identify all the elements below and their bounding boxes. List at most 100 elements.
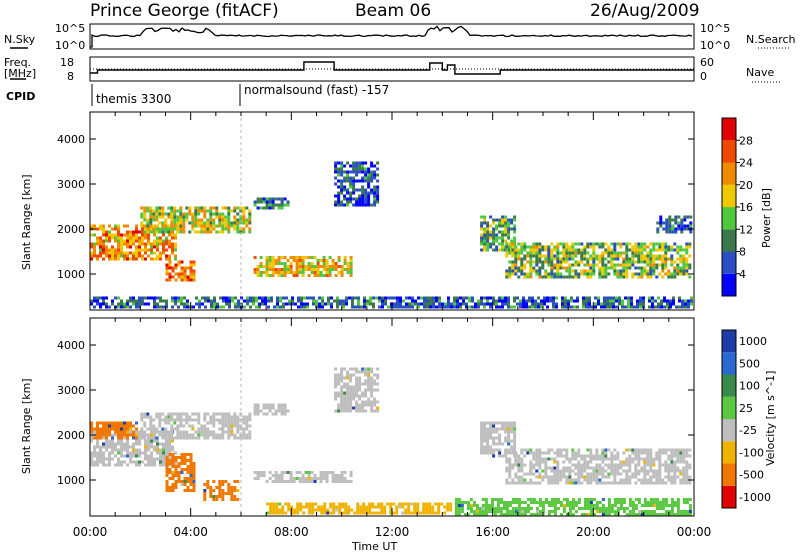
echo-cell [523, 266, 527, 270]
echo-cell [149, 421, 153, 425]
echo-cell [170, 415, 174, 419]
echo-cell [117, 433, 120, 437]
echo-cell [616, 466, 620, 470]
echo-cell [96, 436, 99, 440]
echo-cell [99, 242, 102, 246]
echo-cell [203, 415, 207, 419]
echo-cell [637, 457, 641, 461]
echo-cell [230, 421, 234, 425]
echo-cell [96, 424, 99, 428]
echo-cell [96, 227, 99, 231]
echo-cell [667, 457, 671, 461]
echo-cell [525, 302, 528, 306]
echo-cell [171, 233, 174, 237]
echo-cell [513, 296, 516, 300]
echo-cell [538, 460, 542, 464]
echo-cell [389, 505, 393, 509]
echo-cell [601, 254, 605, 258]
echo-cell [655, 498, 659, 501]
echo-cell [173, 224, 177, 228]
echo-cell [483, 430, 487, 434]
colorbar-tick-label: 16 [739, 201, 753, 214]
echo-cell [141, 254, 144, 258]
echo-cell [182, 430, 186, 434]
echo-cell [155, 209, 159, 213]
echo-cell [529, 466, 533, 470]
echo-cell [331, 262, 335, 265]
echo-cell [508, 513, 512, 516]
echo-cell [117, 305, 120, 309]
echo-cell [282, 296, 285, 300]
echo-cell [265, 406, 269, 410]
echo-cell [93, 427, 96, 431]
echo-cell [174, 245, 177, 249]
echo-cell [153, 439, 156, 443]
echo-cell [168, 462, 172, 465]
echo-cell [349, 182, 353, 186]
echo-cell [511, 266, 515, 270]
echo-cell [90, 427, 93, 431]
echo-cell [625, 513, 629, 516]
echo-cell [547, 272, 551, 276]
echo-cell [349, 373, 353, 377]
echo-cell [634, 448, 638, 452]
echo-cell [153, 242, 156, 246]
echo-cell [180, 471, 184, 474]
echo-cell [367, 182, 371, 186]
echo-cell [281, 511, 285, 515]
echo-cell [356, 508, 360, 512]
echo-cell [549, 299, 552, 303]
echo-cell [546, 305, 549, 309]
echo-cell [541, 478, 545, 482]
colorbar-tick-label: 100 [739, 380, 760, 393]
echo-cell [164, 430, 168, 434]
echo-cell [143, 224, 147, 228]
echo-cell [652, 269, 656, 273]
echo-cell [310, 265, 314, 268]
echo-cell [630, 296, 633, 300]
echo-cell [435, 296, 438, 300]
echo-cell [562, 448, 566, 452]
echo-cell [170, 212, 174, 216]
echo-cell [352, 394, 356, 398]
echo-cell [364, 176, 368, 180]
echo-cell [559, 272, 563, 276]
echo-cell [179, 215, 183, 219]
echo-cell [93, 299, 96, 303]
echo-cell [280, 474, 284, 477]
echo-cell [553, 457, 557, 461]
echo-cell [311, 511, 315, 515]
echo-cell [646, 245, 650, 249]
echo-cell [108, 439, 111, 443]
echo-cell [670, 501, 674, 504]
freq-label-2: [MHz] [4, 67, 36, 80]
echo-cell [209, 230, 213, 234]
echo-cell [634, 245, 638, 249]
echo-cell [373, 185, 377, 189]
echo-cell [346, 394, 350, 398]
echo-cell [553, 466, 557, 470]
echo-cell [429, 302, 432, 306]
echo-cell [577, 275, 581, 279]
echo-cell [677, 227, 681, 231]
echo-cell [156, 305, 159, 309]
echo-cell [177, 480, 181, 483]
echo-cell [665, 224, 669, 228]
echo-cell [478, 513, 482, 516]
echo-cell [655, 513, 659, 516]
echo-cell [191, 227, 195, 231]
echo-cell [120, 424, 123, 428]
echo-cell [401, 502, 405, 506]
echo-cell [224, 221, 228, 225]
echo-cell [242, 433, 246, 437]
echo-cell [179, 209, 183, 213]
echo-cell [541, 266, 545, 270]
echo-cell [176, 227, 180, 231]
echo-cell [174, 278, 178, 282]
echo-cell [514, 257, 518, 261]
echo-cell [358, 385, 362, 389]
echo-cell [547, 245, 551, 249]
echo-cell [343, 471, 347, 474]
echo-cell [340, 265, 344, 268]
echo-cell [520, 513, 524, 516]
